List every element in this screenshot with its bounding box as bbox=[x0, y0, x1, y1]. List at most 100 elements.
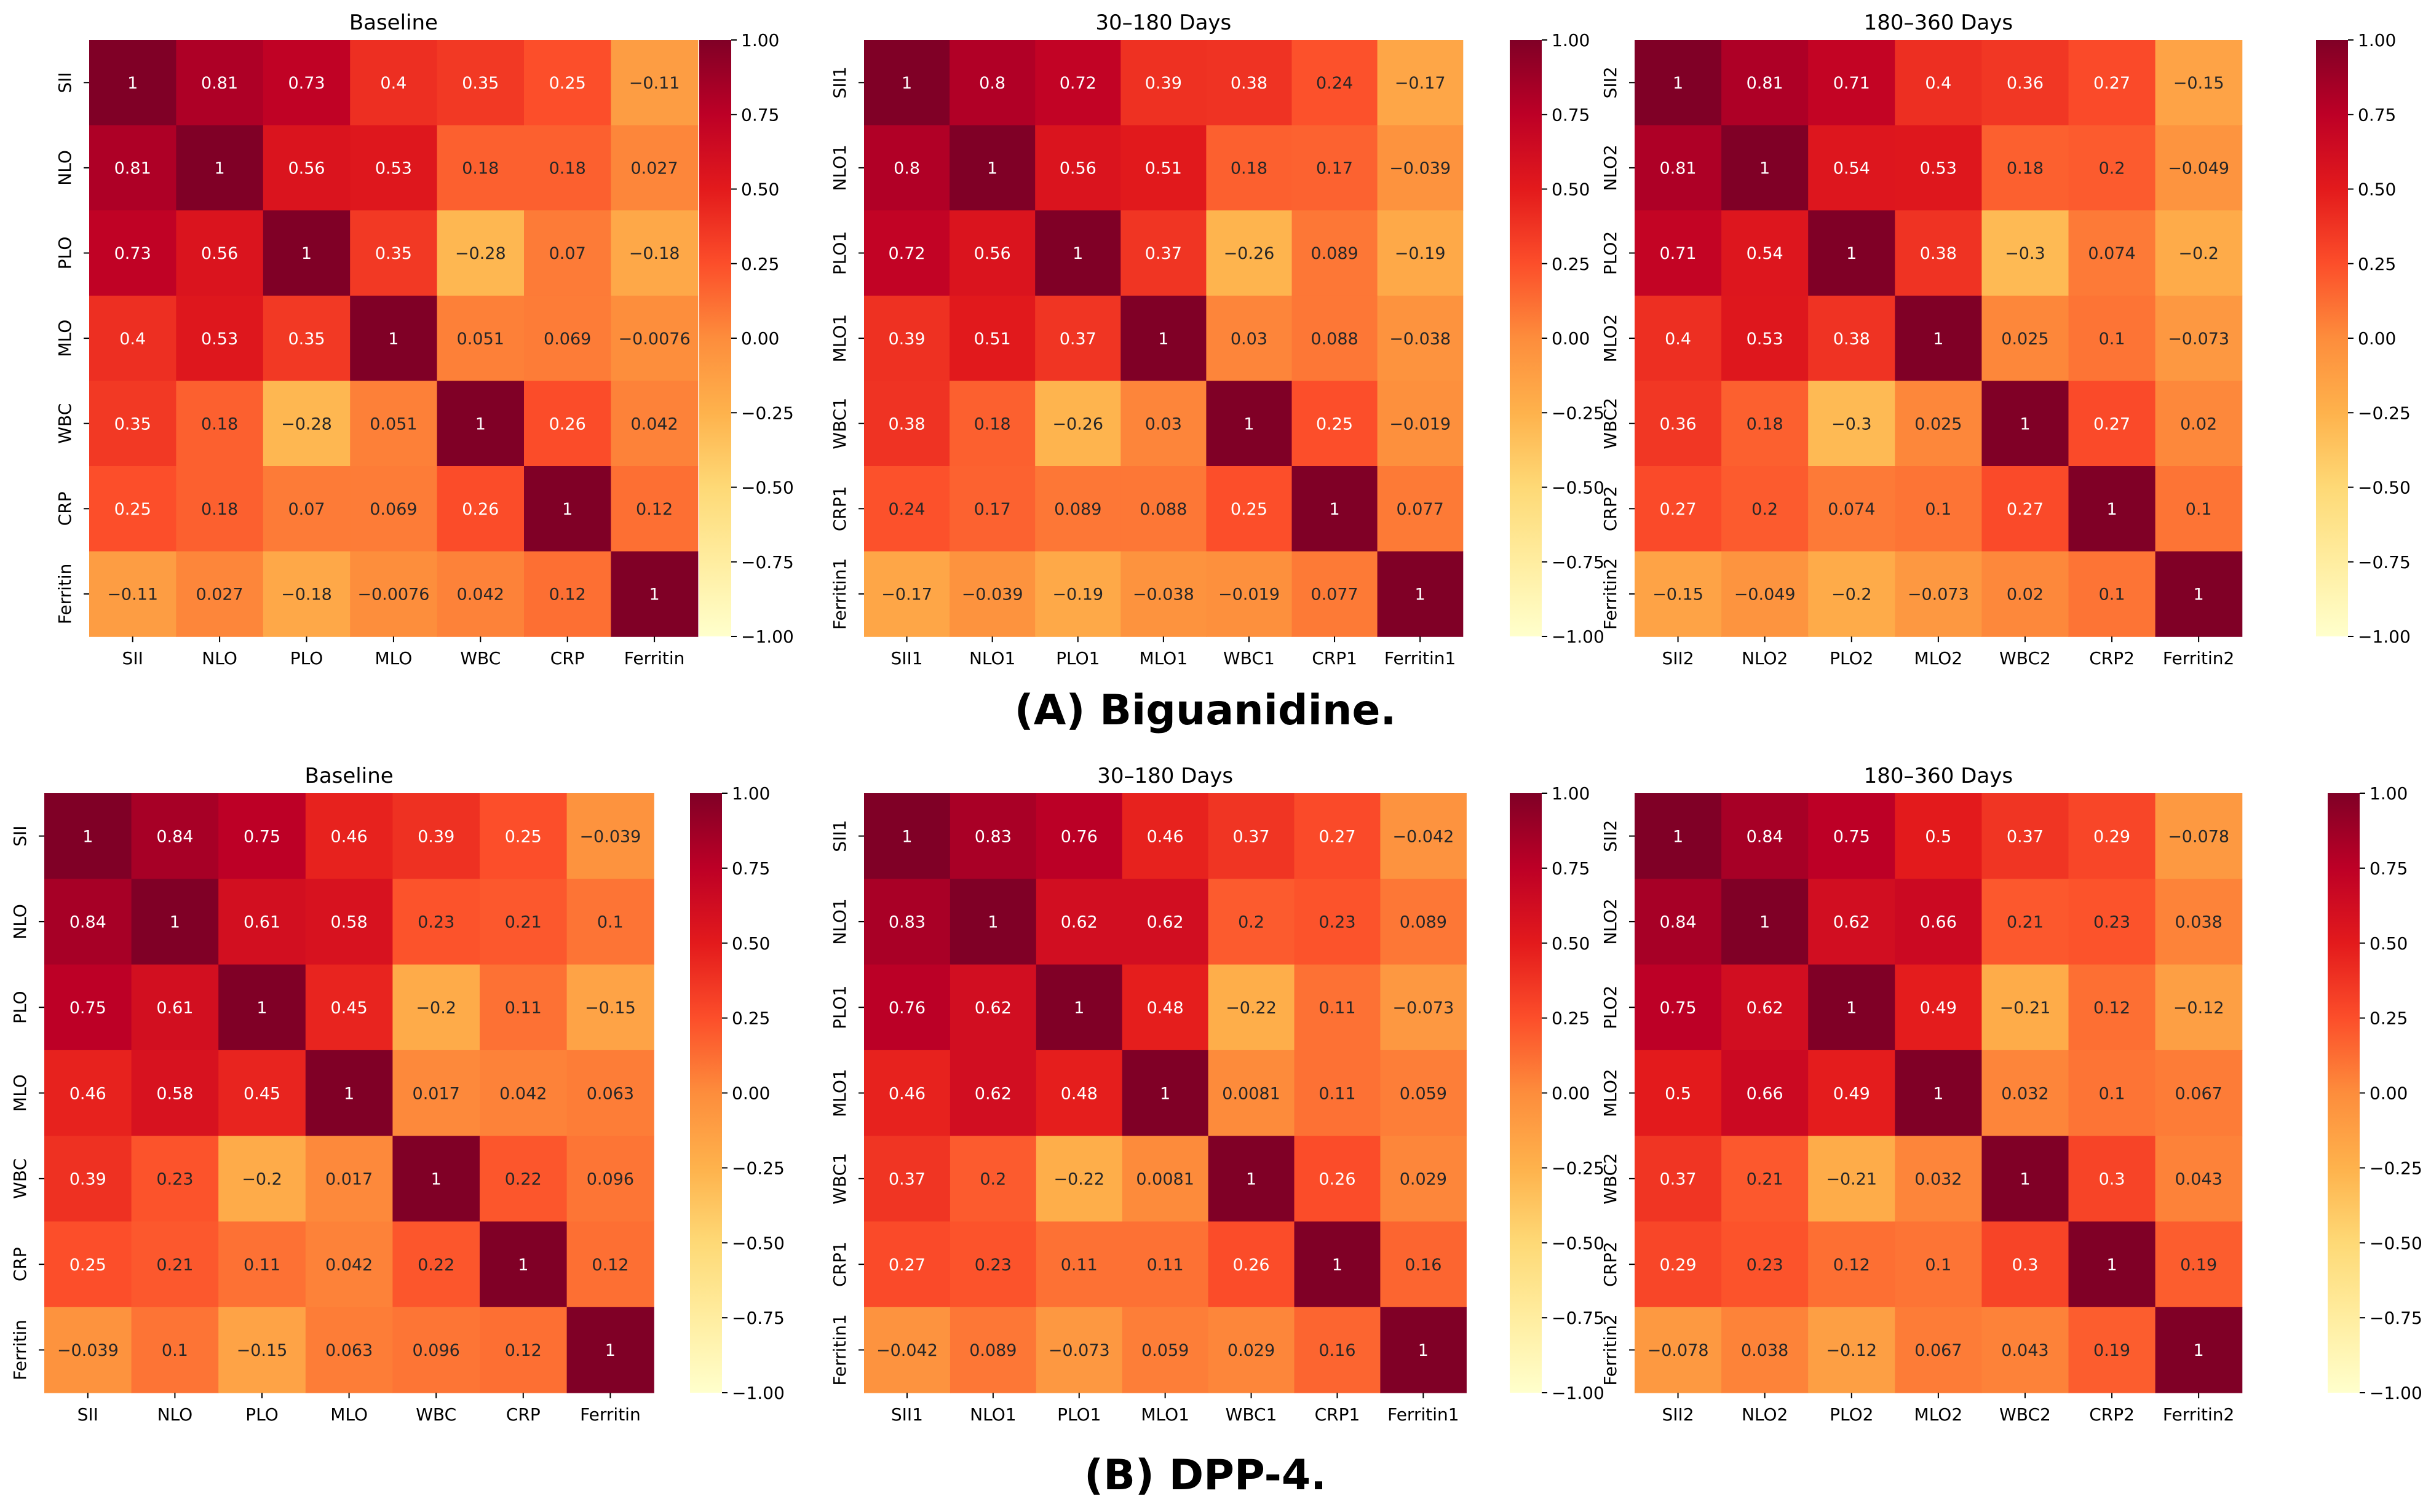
cell-value-label: 0.75 bbox=[244, 827, 280, 846]
heatmap-cell bbox=[44, 1136, 132, 1222]
cell-value-label: 0.23 bbox=[156, 1170, 193, 1189]
heatmap-cell bbox=[611, 381, 699, 467]
cell-value-label: 1 bbox=[2106, 1256, 2117, 1275]
heatmap-cell bbox=[2155, 210, 2243, 296]
y-tick-label: Ferritin2 bbox=[1600, 558, 1620, 630]
heatmap-cell bbox=[218, 964, 306, 1051]
heatmap-cell bbox=[1895, 1307, 1982, 1393]
cell-value-label: 0.37 bbox=[2007, 827, 2044, 846]
heatmap-cell bbox=[1895, 964, 1982, 1051]
heatmap-cell bbox=[305, 1221, 393, 1308]
heatmap-cell bbox=[437, 466, 525, 552]
cell-value-label: 0.3 bbox=[2012, 1256, 2038, 1275]
cell-value-label: 0.48 bbox=[1061, 1084, 1098, 1103]
cell-value-label: 0.042 bbox=[457, 585, 504, 604]
cell-value-label: 0.62 bbox=[975, 999, 1012, 1018]
x-tick-label: Ferritin2 bbox=[2163, 1404, 2234, 1425]
heatmap-cell bbox=[1122, 1221, 1209, 1308]
cell-value-label: 0.18 bbox=[1231, 159, 1267, 178]
cell-value-label: 0.02 bbox=[2007, 585, 2044, 604]
cell-value-label: 1 bbox=[1759, 913, 1770, 932]
cell-value-label: 0.077 bbox=[1397, 500, 1444, 519]
heatmap-cell bbox=[1895, 381, 1982, 467]
x-tick-label: NLO1 bbox=[969, 648, 1015, 668]
cell-value-label: 0.029 bbox=[1400, 1170, 1447, 1189]
chart-title: 180–360 Days bbox=[1864, 764, 2013, 788]
heatmap-cell bbox=[1981, 879, 2069, 965]
heatmap-cell bbox=[524, 295, 611, 381]
cell-value-label: 1 bbox=[431, 1170, 442, 1189]
cell-value-label: 0.21 bbox=[156, 1256, 193, 1275]
heatmap-cell bbox=[350, 210, 438, 296]
heatmap-cell bbox=[864, 964, 951, 1051]
heatmap-cell bbox=[350, 125, 438, 211]
panel-caption-b: (B) DPP-4. bbox=[1084, 1451, 1327, 1500]
heatmap-cell bbox=[1208, 1050, 1295, 1136]
cell-value-label: 1 bbox=[2020, 414, 2030, 433]
cell-value-label: 0.25 bbox=[1316, 414, 1353, 433]
y-tick-label: MLO1 bbox=[830, 1069, 850, 1117]
heatmap-cell bbox=[480, 1307, 568, 1393]
cell-value-label: 0.26 bbox=[1319, 1170, 1355, 1189]
heatmap-cell bbox=[1895, 793, 1982, 879]
x-tick-label: PLO2 bbox=[1830, 648, 1873, 668]
x-tick-label: CRP1 bbox=[1315, 1404, 1360, 1425]
cell-value-label: 1 bbox=[1673, 827, 1683, 846]
colorbar-tick-label: −0.50 bbox=[2370, 1233, 2422, 1253]
cell-value-label: 0.1 bbox=[1925, 500, 1951, 519]
heatmap-cell bbox=[480, 793, 568, 879]
heatmap-cell bbox=[864, 879, 951, 965]
heatmap-cell bbox=[131, 1307, 219, 1393]
cell-value-label: 0.36 bbox=[2007, 74, 2044, 93]
cell-value-label: 0.36 bbox=[1659, 414, 1696, 433]
cell-value-label: 0.18 bbox=[201, 500, 238, 519]
heatmap-cell bbox=[176, 466, 264, 552]
cell-value-label: 0.76 bbox=[1061, 827, 1098, 846]
cell-value-label: −0.038 bbox=[1389, 330, 1451, 349]
colorbar bbox=[699, 40, 731, 636]
heatmap-cell bbox=[1808, 466, 1895, 552]
y-tick-label: WBC bbox=[55, 403, 75, 444]
heatmap-cell bbox=[1206, 210, 1293, 296]
heatmap-cell bbox=[524, 210, 611, 296]
heatmap-cell bbox=[1120, 40, 1207, 126]
heatmap-cell bbox=[1120, 295, 1207, 381]
cell-value-label: −0.21 bbox=[2000, 999, 2051, 1018]
y-tick-label: MLO2 bbox=[1600, 1069, 1620, 1117]
heatmap-cell bbox=[1721, 295, 1809, 381]
heatmap-cell bbox=[1291, 381, 1378, 467]
cell-value-label: 0.038 bbox=[2175, 913, 2223, 932]
y-tick-label: SII1 bbox=[830, 66, 850, 98]
cell-value-label: −0.2 bbox=[416, 999, 456, 1018]
cell-value-label: 0.84 bbox=[1659, 913, 1696, 932]
cell-value-label: 0.21 bbox=[505, 913, 542, 932]
chart-title: Baseline bbox=[349, 10, 438, 35]
heatmap-cell bbox=[2155, 964, 2243, 1051]
panel-caption-b-label: (B) bbox=[1084, 1451, 1154, 1500]
heatmap-cell bbox=[1291, 466, 1378, 552]
heatmap-cell bbox=[305, 1136, 393, 1222]
heatmap-cell bbox=[1895, 1050, 1982, 1136]
colorbar-tick-label: 0.00 bbox=[1552, 1083, 1590, 1104]
heatmap-cell bbox=[131, 793, 219, 879]
heatmap-cell bbox=[1981, 793, 2069, 879]
cell-value-label: 0.032 bbox=[1914, 1170, 1962, 1189]
heatmap-cell bbox=[2155, 793, 2243, 879]
heatmap-cell bbox=[864, 1221, 951, 1308]
heatmap-panel: 180–360 Days 1 0.84 0.75 0.5 0.37 0.29 −0.078 0.… bbox=[1600, 764, 2422, 1425]
heatmap-cell bbox=[524, 466, 611, 552]
cell-value-label: 0.26 bbox=[462, 500, 499, 519]
heatmap-cell bbox=[1981, 466, 2069, 552]
heatmap-cell bbox=[1291, 551, 1378, 637]
cell-value-label: 0.54 bbox=[1747, 244, 1783, 263]
cell-value-label: 1 bbox=[1933, 1084, 1943, 1103]
heatmap-cell bbox=[1635, 125, 1722, 211]
cell-value-label: −0.28 bbox=[281, 414, 332, 433]
chart-title: 180–360 Days bbox=[1864, 10, 2013, 35]
cell-value-label: −0.2 bbox=[2178, 244, 2219, 263]
heatmap-cell bbox=[2155, 1136, 2243, 1222]
heatmap-cell bbox=[950, 1307, 1037, 1393]
cell-value-label: 0.37 bbox=[1659, 1170, 1696, 1189]
heatmap-cell bbox=[44, 879, 132, 965]
heatmap-cell bbox=[1294, 1307, 1381, 1393]
